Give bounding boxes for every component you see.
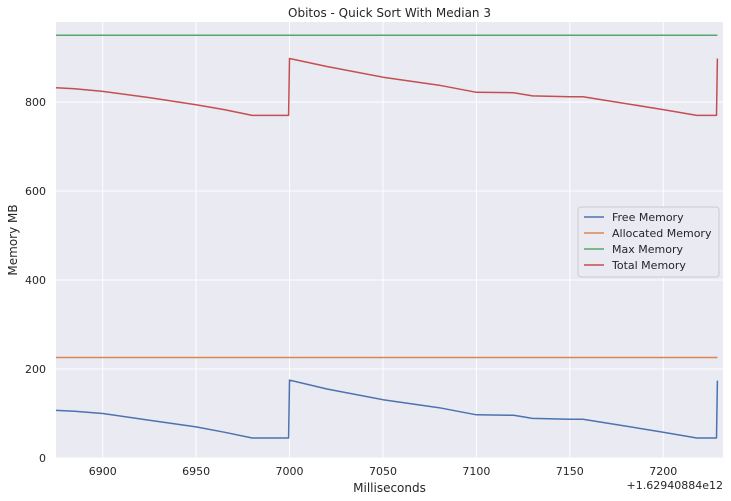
legend-label: Free Memory — [612, 211, 684, 224]
legend-label: Allocated Memory — [612, 227, 712, 240]
y-tick-label: 600 — [25, 185, 46, 198]
legend: Free Memory Allocated Memory Max Memory Tot… — [577, 206, 720, 278]
series-lines — [55, 34, 719, 439]
legend-label: Total Memory — [611, 259, 686, 272]
series-line-total-memory — [55, 57, 719, 117]
legend-label: Max Memory — [612, 243, 683, 256]
y-axis-title: Memory MB — [6, 204, 20, 275]
x-tick-label: 7050 — [369, 465, 397, 478]
x-tick-label: 7150 — [556, 465, 584, 478]
x-tick-label: 7000 — [276, 465, 304, 478]
y-tick-labels: 0 200 400 600 800 — [25, 96, 46, 465]
x-tick-labels: 6900 6950 7000 7050 7100 7150 7200 — [89, 465, 678, 478]
x-tick-label: 6900 — [89, 465, 117, 478]
x-tick-label: 7100 — [462, 465, 490, 478]
x-tick-label: 6950 — [182, 465, 210, 478]
x-tick-label: 7200 — [649, 465, 677, 478]
y-tick-label: 200 — [25, 363, 46, 376]
y-tick-label: 0 — [39, 452, 46, 465]
y-tick-label: 400 — [25, 274, 46, 287]
chart-title: Obitos - Quick Sort With Median 3 — [288, 6, 491, 20]
y-tick-label: 800 — [25, 96, 46, 109]
series-line-free-memory — [55, 379, 719, 439]
legend-box — [577, 206, 720, 278]
x-axis-title: Milliseconds — [353, 481, 426, 495]
x-axis-offset-label: +1.62940884e12 — [627, 479, 723, 492]
